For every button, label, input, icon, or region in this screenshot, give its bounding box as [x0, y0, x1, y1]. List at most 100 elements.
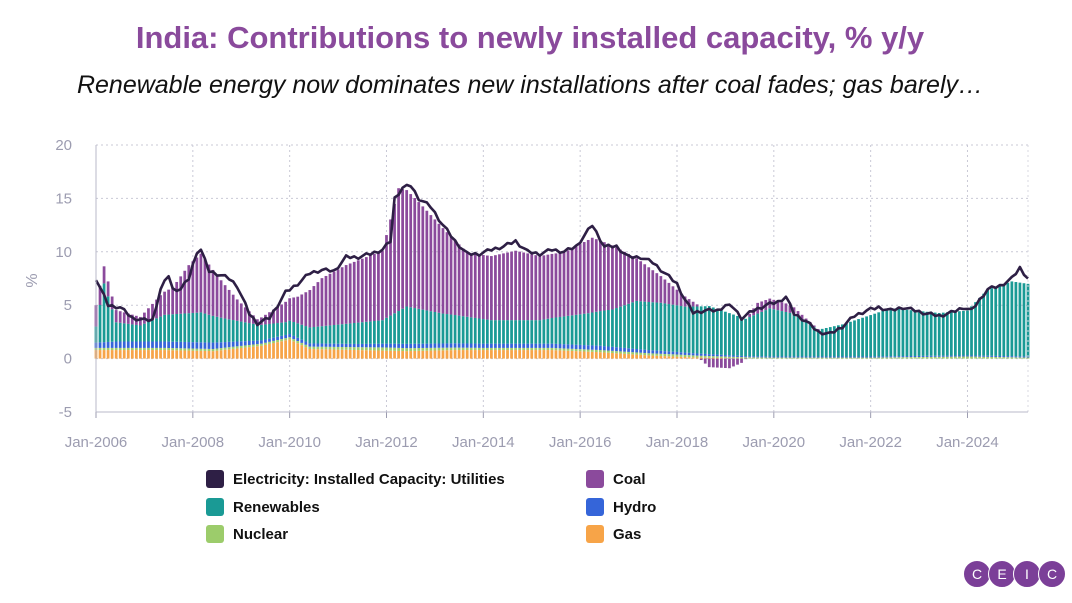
- bar-renewables: [538, 320, 542, 344]
- bar-nuclear: [594, 349, 598, 353]
- bar-nuclear: [155, 347, 158, 351]
- bar-hydro: [913, 355, 917, 358]
- bar-nuclear: [502, 347, 505, 351]
- bar-nuclear: [268, 341, 271, 344]
- bar-renewables: [445, 314, 449, 344]
- bar-gas: [425, 350, 429, 359]
- bar-renewables: [211, 315, 215, 343]
- bar-hydro: [602, 346, 606, 351]
- bar-hydro: [792, 356, 796, 358]
- bar-renewables: [659, 302, 663, 351]
- bar-nuclear: [106, 347, 110, 351]
- bar-renewables: [558, 316, 562, 345]
- bar-hydro: [574, 344, 578, 349]
- bar-gas: [373, 350, 376, 359]
- bar-nuclear: [602, 350, 606, 353]
- legend-item-renewables[interactable]: Renewables: [206, 498, 320, 516]
- bar-gas: [276, 342, 279, 359]
- bar-hydro: [114, 341, 118, 348]
- y-tick-label: 10: [55, 244, 72, 261]
- bar-renewables: [857, 319, 860, 357]
- bar-nuclear: [925, 356, 929, 359]
- bar-gas: [490, 350, 493, 359]
- bar-hydro: [175, 341, 179, 349]
- bar-nuclear: [949, 356, 953, 359]
- bar-gas: [554, 350, 558, 359]
- bar-coal: [183, 270, 187, 314]
- bar-nuclear: [732, 356, 735, 359]
- bar-nuclear: [800, 357, 804, 359]
- bar-nuclear: [1010, 357, 1014, 359]
- bar-coal: [671, 286, 675, 305]
- legend-item-nuclear[interactable]: Nuclear: [206, 525, 288, 543]
- bar-renewables: [574, 314, 578, 345]
- bar-gas: [663, 356, 667, 359]
- bar-gas: [518, 350, 522, 359]
- bar-gas: [227, 349, 231, 359]
- bar-nuclear: [256, 344, 259, 347]
- bar-coal: [449, 236, 453, 315]
- bar-nuclear: [1002, 357, 1006, 359]
- bar-coal: [147, 308, 150, 322]
- bar-coal: [558, 252, 562, 317]
- bar-renewables: [494, 320, 497, 344]
- bar-gas: [231, 348, 235, 359]
- bar-coal: [776, 301, 780, 311]
- bar-nuclear: [796, 357, 800, 359]
- bar-renewables: [195, 312, 199, 343]
- bar-hydro: [284, 334, 287, 339]
- legend-item-coal[interactable]: Coal: [586, 470, 646, 488]
- bar-hydro: [784, 356, 788, 358]
- bar-hydro: [651, 350, 655, 354]
- bar-nuclear: [619, 351, 622, 354]
- y-tick-label: 0: [64, 351, 72, 368]
- bar-renewables: [990, 288, 994, 356]
- bar-renewables: [260, 324, 263, 341]
- bar-nuclear: [227, 347, 231, 350]
- bar-nuclear: [542, 347, 546, 351]
- bar-renewables: [933, 312, 937, 356]
- bar-nuclear: [445, 347, 449, 351]
- bar-hydro: [425, 343, 429, 348]
- bar-hydro: [276, 336, 279, 340]
- bar-coal: [110, 296, 114, 310]
- bar-renewables: [550, 318, 554, 344]
- bar-renewables: [724, 311, 727, 356]
- bar-hydro: [106, 341, 110, 348]
- bar-nuclear: [711, 356, 715, 358]
- bar-renewables: [974, 302, 977, 356]
- bar-nuclear: [687, 355, 691, 358]
- bar-nuclear: [756, 357, 760, 359]
- bar-hydro: [627, 348, 630, 352]
- bar-coal: [195, 257, 199, 313]
- bar-nuclear: [954, 356, 957, 359]
- bar-renewables: [929, 312, 933, 356]
- bar-hydro: [970, 355, 973, 357]
- bar-hydro: [385, 343, 388, 348]
- bar-hydro: [352, 343, 356, 348]
- bar-hydro: [832, 356, 836, 358]
- bar-renewables: [151, 320, 154, 342]
- bar-nuclear: [465, 347, 469, 351]
- bar-renewables: [320, 326, 324, 344]
- bar-nuclear: [615, 351, 618, 354]
- bar-hydro: [812, 356, 816, 358]
- bar-gas: [98, 350, 102, 359]
- bar-coal: [667, 282, 671, 305]
- bar-renewables: [203, 313, 207, 343]
- bar-gas: [336, 349, 340, 359]
- logo-letter: I: [1013, 560, 1041, 588]
- bar-nuclear: [300, 342, 304, 346]
- legend-label: Renewables: [233, 498, 320, 516]
- bar-hydro: [502, 343, 505, 348]
- bar-renewables: [986, 289, 990, 356]
- bar-gas: [179, 350, 183, 359]
- bar-nuclear: [280, 339, 283, 342]
- legend-item-utilities[interactable]: Electricity: Installed Capacity: Utiliti…: [206, 470, 505, 488]
- bar-gas: [332, 349, 336, 359]
- bar-nuclear: [550, 347, 554, 351]
- legend-item-gas[interactable]: Gas: [586, 525, 641, 543]
- bar-nuclear: [635, 352, 639, 355]
- bar-nuclear: [126, 347, 130, 351]
- legend-item-hydro[interactable]: Hydro: [586, 498, 656, 516]
